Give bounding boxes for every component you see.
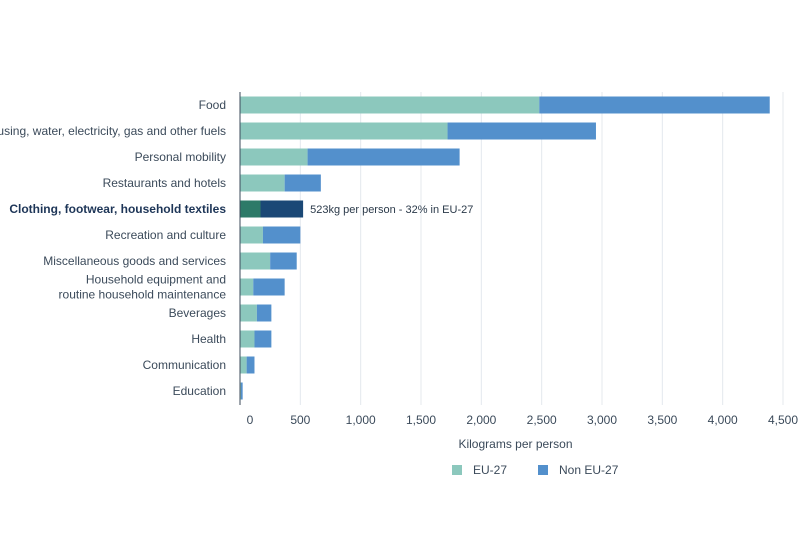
bar-non-eu27 bbox=[260, 200, 304, 218]
category-label: Housing, water, electricity, gas and oth… bbox=[0, 124, 226, 138]
bar-non-eu27 bbox=[262, 226, 301, 244]
bar-non-eu27 bbox=[253, 278, 285, 296]
bar-eu27 bbox=[240, 278, 254, 296]
bar-eu27 bbox=[240, 122, 448, 140]
x-tick-label: 4,500 bbox=[768, 413, 798, 427]
x-tick-label: 4,000 bbox=[708, 413, 738, 427]
category-label: Recreation and culture bbox=[105, 228, 226, 242]
bar-non-eu27 bbox=[246, 356, 255, 374]
x-tick-label: 3,500 bbox=[647, 413, 677, 427]
bar-eu27 bbox=[240, 304, 257, 322]
category-label: Personal mobility bbox=[135, 150, 226, 164]
legend-swatch-non-eu27 bbox=[538, 465, 548, 475]
category-label: Clothing, footwear, household textiles bbox=[9, 202, 226, 216]
bar-non-eu27 bbox=[256, 304, 272, 322]
x-tick-label: 2,500 bbox=[527, 413, 557, 427]
legend-label-eu27: EU-27 bbox=[473, 463, 507, 477]
bar-eu27 bbox=[240, 226, 263, 244]
bar-non-eu27 bbox=[539, 96, 770, 114]
legend-swatch-eu27 bbox=[452, 465, 462, 475]
category-label: Restaurants and hotels bbox=[103, 176, 226, 190]
bar-eu27 bbox=[240, 96, 540, 114]
bar-non-eu27 bbox=[447, 122, 596, 140]
bar-non-eu27 bbox=[270, 252, 297, 270]
legend-label-non-eu27: Non EU-27 bbox=[559, 463, 619, 477]
category-labels: Food Housing, water, electricity, gas and… bbox=[0, 98, 226, 398]
bar-non-eu27 bbox=[307, 148, 460, 166]
category-label: Food bbox=[199, 98, 226, 112]
category-label: Beverages bbox=[169, 306, 226, 320]
category-label: Education bbox=[173, 384, 226, 398]
x-tick-label: 1,500 bbox=[406, 413, 436, 427]
bar-non-eu27 bbox=[284, 174, 321, 192]
bar-non-eu27 bbox=[240, 382, 243, 400]
x-tick-label: 2,000 bbox=[466, 413, 496, 427]
category-label: Health bbox=[191, 332, 226, 346]
category-label: Household equipment and routine household… bbox=[59, 273, 227, 302]
legend: EU-27 Non EU-27 bbox=[452, 463, 619, 477]
x-tick-labels: 0 500 1,000 1,500 2,000 2,500 3,000 3,500 4,000 4… bbox=[247, 413, 799, 427]
bar-non-eu27 bbox=[254, 330, 272, 348]
bar-eu27 bbox=[240, 356, 247, 374]
bar-eu27 bbox=[240, 200, 261, 218]
x-tick-label: 3,000 bbox=[587, 413, 617, 427]
x-axis-title: Kilograms per person bbox=[458, 437, 572, 451]
grid-lines bbox=[299, 92, 784, 405]
bars bbox=[240, 96, 770, 400]
bar-eu27 bbox=[240, 174, 285, 192]
bar-eu27 bbox=[240, 148, 308, 166]
x-tick-label: 1,000 bbox=[346, 413, 376, 427]
x-tick-label: 500 bbox=[290, 413, 310, 427]
bar-eu27 bbox=[240, 330, 255, 348]
bar-eu27 bbox=[240, 252, 271, 270]
x-tick-label: 0 bbox=[247, 413, 254, 427]
bar-annotation: 523kg per person - 32% in EU-27 bbox=[310, 204, 473, 216]
category-label: Miscellaneous goods and services bbox=[43, 254, 226, 268]
category-label: Communication bbox=[143, 358, 226, 372]
